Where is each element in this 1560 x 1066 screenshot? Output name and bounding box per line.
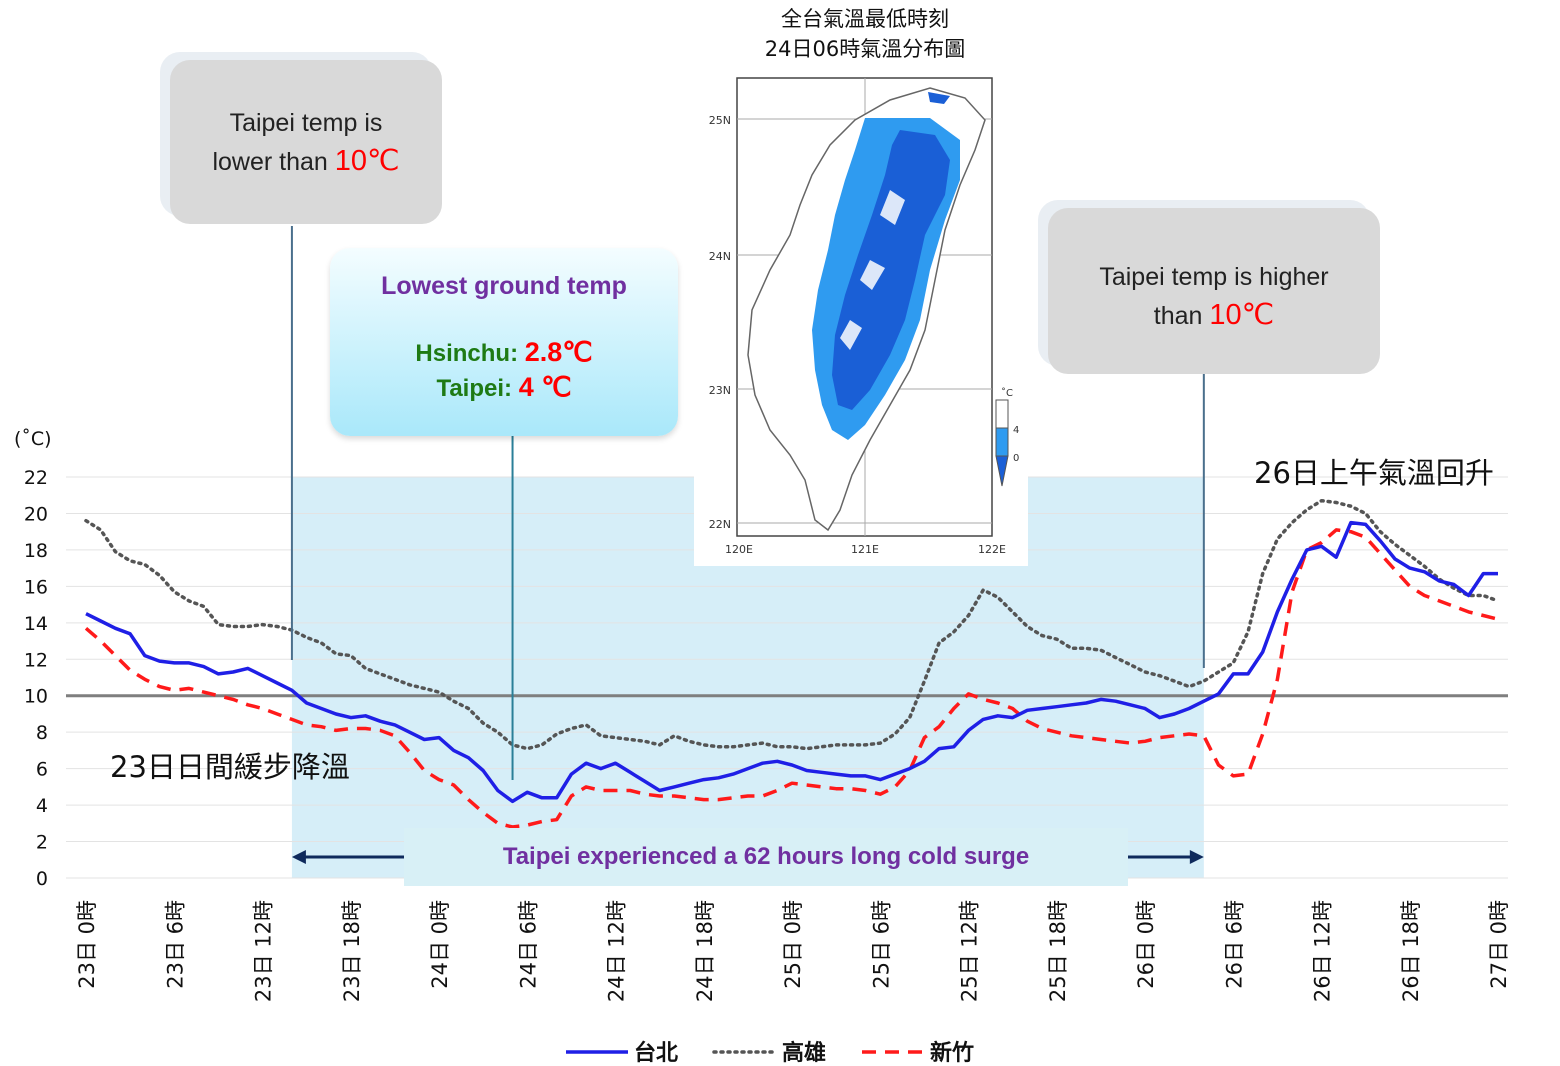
- y-tick-labels: 0 2 4 6 8 10 12 14 16 18 20 22: [24, 467, 48, 890]
- x-tick-label: 26日 6時: [1222, 900, 1246, 989]
- x-tick-label: 23日 12時: [252, 900, 276, 1002]
- lat-label: 23N: [709, 384, 731, 397]
- x-tick-label: 25日 6時: [869, 900, 893, 989]
- y-tick-label: 2: [36, 832, 48, 854]
- y-tick-label: 18: [24, 540, 48, 562]
- legend: 台北 高雄 新竹: [566, 1040, 974, 1066]
- callout-lower-temp: 10℃: [334, 145, 400, 177]
- x-tick-label: 25日 12時: [958, 900, 982, 1002]
- cold-region: [832, 130, 950, 410]
- series-solid-line: [85, 520, 1498, 804]
- hsinchu-label: Hsinchu:: [415, 340, 525, 367]
- arrow-head-right: [1189, 850, 1204, 864]
- warm-patches: [840, 190, 905, 350]
- callout-lowest-ground-temp: Lowest ground temp Hsinchu: 2.8℃ Taipei:…: [330, 248, 678, 436]
- arrow-head-left: [291, 850, 306, 864]
- annotation-day23: 23日日間緩步降溫: [110, 750, 350, 784]
- callout-lower-than-10: Taipei temp is lower than 10℃: [170, 60, 442, 224]
- lat-label: 22N: [709, 518, 731, 531]
- taipei-value: 4 ℃: [518, 372, 572, 402]
- lat-label: 24N: [709, 250, 731, 263]
- x-tick-label: 26日 12時: [1311, 900, 1335, 1002]
- cold-surge-label: Taipei experienced a 62 hours long cold …: [404, 828, 1128, 886]
- x-tick-label: 23日 6時: [163, 900, 187, 989]
- north-tip: [928, 92, 950, 104]
- x-tick-label: 24日 18時: [693, 900, 717, 1002]
- y-axis-unit: (˚C): [14, 428, 52, 450]
- x-tick-label: 23日 0時: [75, 900, 99, 989]
- legend-label: 高雄: [782, 1040, 826, 1066]
- inset-map: 25N 24N 23N 22N 120E 121E 122E ˚C 4 0: [694, 62, 1028, 566]
- x-tick-label: 26日 18時: [1399, 900, 1423, 1002]
- map-colorbar: ˚C 4 0: [995, 387, 1019, 487]
- y-tick-label: 10: [24, 686, 48, 708]
- callout-higher-line1: Taipei temp is higher: [1099, 263, 1329, 291]
- x-tick-label: 24日 0時: [428, 900, 452, 989]
- colorbar-label: 4: [1013, 425, 1019, 436]
- map-title-line1: 全台氣溫最低時刻: [781, 7, 949, 31]
- y-tick-label: 16: [24, 576, 48, 598]
- series-lines: [84, 498, 1500, 829]
- x-tick-label: 24日 6時: [516, 900, 540, 989]
- callout-higher-than-10: Taipei temp is higher than 10℃: [1048, 208, 1380, 374]
- series-dotted-line: [84, 498, 1500, 751]
- callout-lower-line2: lower than: [212, 148, 335, 176]
- legend-label: 台北: [634, 1040, 678, 1066]
- cold-surge-arrow: [291, 850, 1204, 864]
- map-title-line2: 24日06時氣溫分布圖: [764, 37, 966, 61]
- series-dashed-line: [84, 528, 1499, 829]
- x-tick-label: 25日 18時: [1046, 900, 1070, 1002]
- colorbar-label: 0: [1013, 453, 1019, 464]
- lon-label: 121E: [851, 543, 879, 556]
- y-tick-label: 12: [24, 649, 48, 671]
- lon-label: 122E: [978, 543, 1006, 556]
- y-tick-label: 0: [36, 868, 48, 890]
- y-tick-label: 20: [24, 503, 48, 525]
- y-tick-label: 8: [36, 722, 48, 744]
- x-tick-label: 25日 0時: [781, 900, 805, 989]
- hsinchu-value: 2.8℃: [524, 337, 593, 367]
- callout-lower-line1: Taipei temp is: [229, 109, 383, 137]
- annotation-day26: 26日上午氣溫回升: [1254, 456, 1494, 490]
- x-tick-label: 27日 0時: [1487, 900, 1511, 989]
- y-tick-label: 22: [24, 467, 48, 489]
- callout-higher-temp: 10℃: [1209, 299, 1275, 331]
- y-tick-label: 6: [36, 759, 48, 781]
- taipei-label: Taipei:: [436, 375, 519, 402]
- colorbar-unit: ˚C: [1001, 387, 1013, 399]
- x-tick-label: 23日 18時: [340, 900, 364, 1002]
- x-tick-labels: 23日 0時 23日 6時 23日 12時 23日 18時 24日 0時 24日 6時 24…: [75, 900, 1511, 1002]
- lon-label: 120E: [725, 543, 753, 556]
- y-tick-label: 4: [36, 795, 48, 817]
- legend-label: 新竹: [930, 1040, 974, 1066]
- map-title: 全台氣溫最低時刻 24日06時氣溫分布圖: [700, 4, 1030, 64]
- lat-label: 25N: [709, 114, 731, 127]
- x-tick-label: 26日 0時: [1134, 900, 1158, 989]
- callout-higher-line2: than: [1153, 302, 1210, 330]
- x-tick-label: 24日 12時: [605, 900, 629, 1002]
- callout-connectors: [290, 226, 1205, 780]
- callout-lowest-title: Lowest ground temp: [381, 272, 627, 300]
- y-tick-label: 14: [24, 613, 48, 635]
